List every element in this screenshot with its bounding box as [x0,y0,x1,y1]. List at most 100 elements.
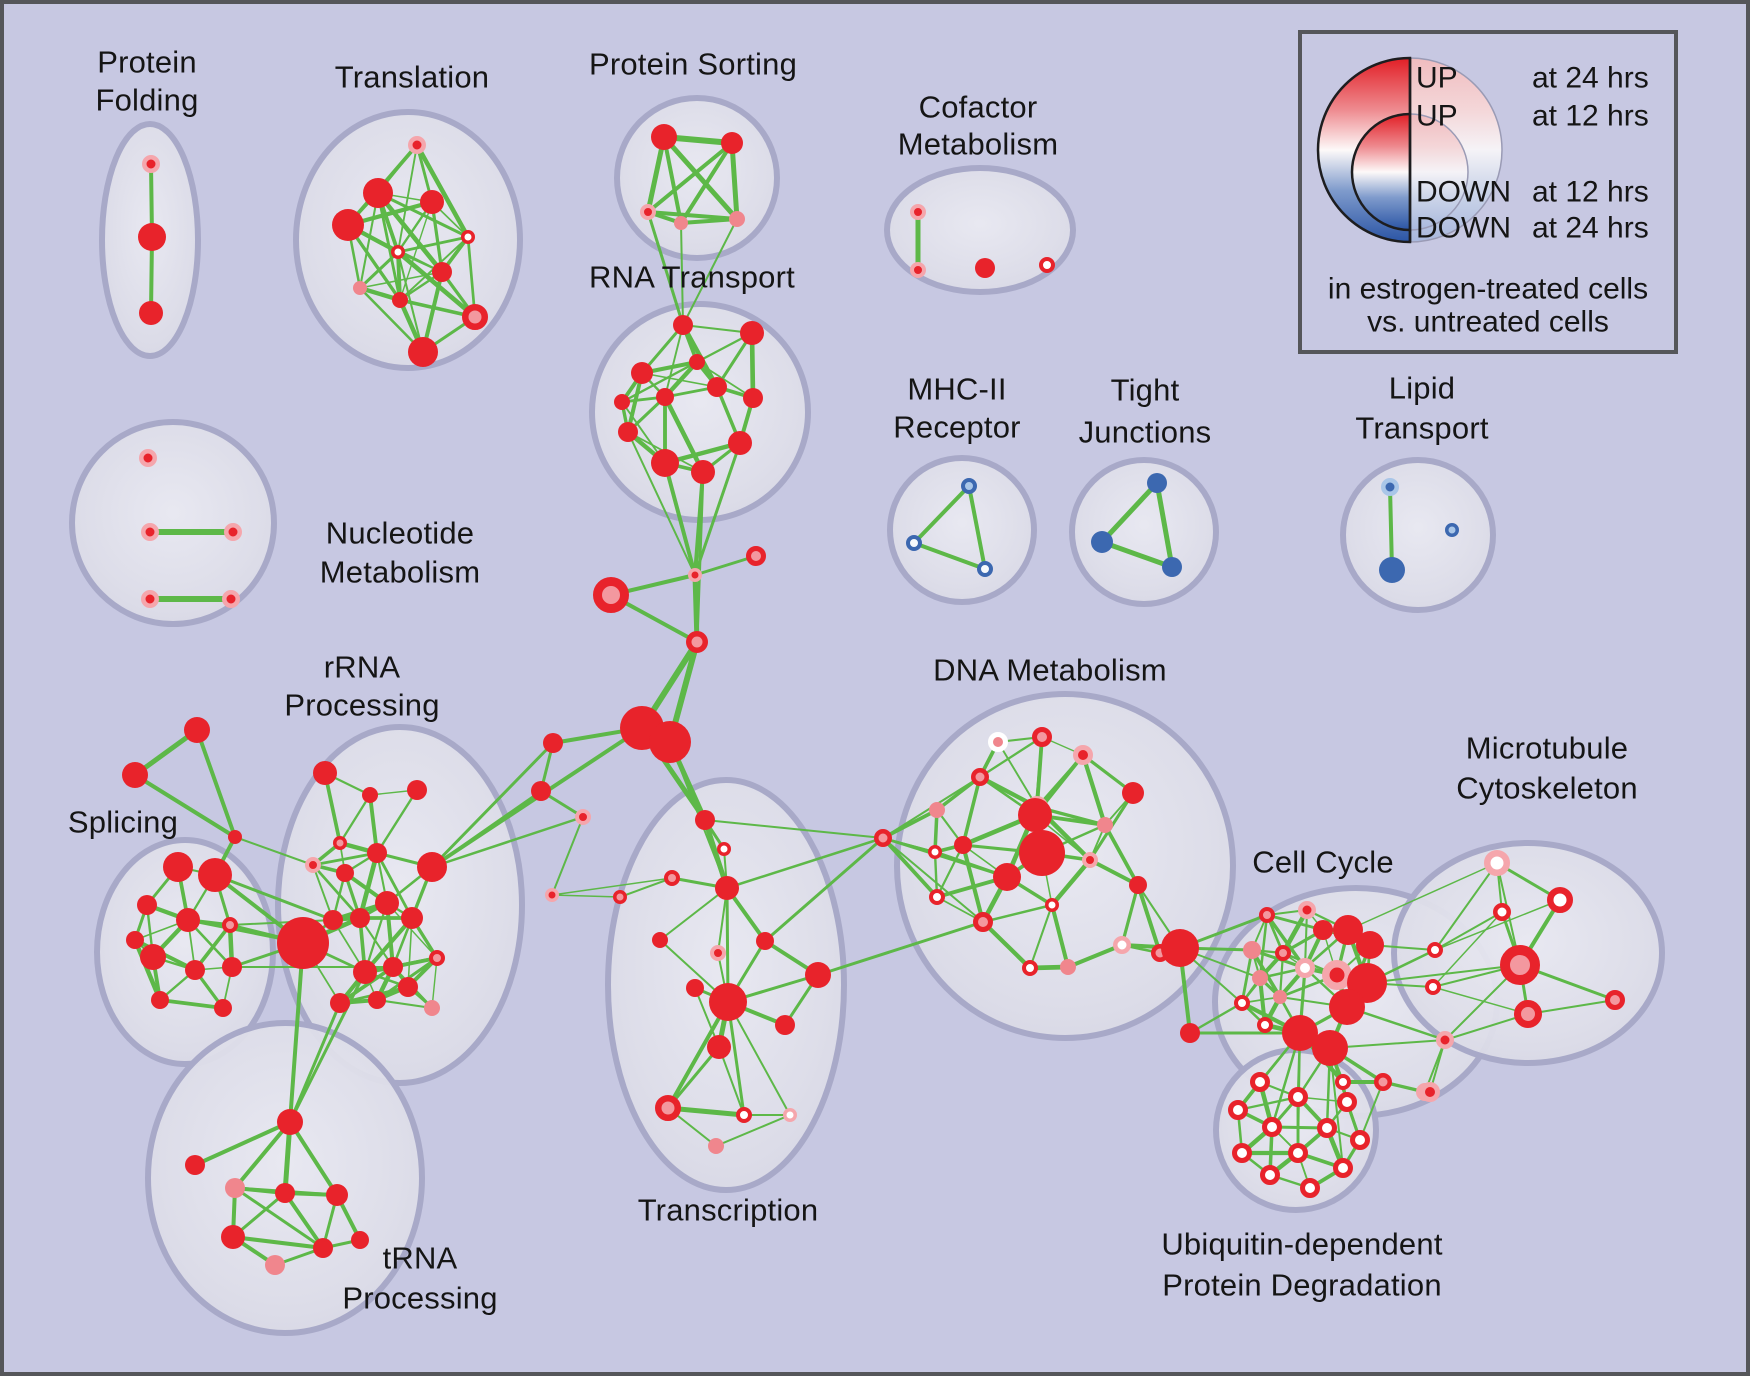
edge-translation [395,249,478,320]
cluster-ellipse-tight_junctions [1069,457,1219,607]
node-rrna-15 [353,960,377,984]
node-transcription-1 [717,842,731,856]
node-ubiquitin-7 [1232,1143,1252,1163]
edge-cell_cycle [1188,1001,1244,1035]
edge-transcription [718,1046,745,1116]
node-splicing-0 [163,852,193,882]
node-microtubule-4 [1605,990,1625,1010]
node-splicing-8 [151,991,169,1009]
node-splicing-9 [214,999,232,1017]
node-translation-1 [363,178,393,208]
node-lipid-2 [1445,523,1459,537]
edge-translation [396,235,470,254]
edge-triangle [195,728,237,839]
node-cell_cycle-10 [1252,970,1268,986]
node-translation-8 [392,292,408,308]
node-microtubule-7 [1425,979,1441,995]
node-ubiquitin-9 [1333,1158,1353,1178]
node-protein_folding-1 [138,223,166,251]
node-ubiquitin-4 [1262,1117,1282,1137]
node-dna-17 [1022,960,1038,976]
cluster-label-tight_junctions: Tight [1111,373,1180,408]
node-transcription-0 [695,810,715,830]
edge-hub [693,554,758,577]
edge-dna [1028,903,1054,970]
node-dna-6 [1122,782,1144,804]
node-splicing-7 [222,957,242,977]
edge-splicing [132,937,163,1003]
node-transcription-4 [756,932,774,950]
node-cell_cycle-17 [1180,1023,1200,1043]
edge-rrna [375,998,434,1010]
edge-trna [231,1235,325,1250]
node-protein_sorting-3 [674,216,688,230]
edge-rrna [375,788,419,855]
cluster-label-ubiquitin: Ubiquitin-dependent [1161,1227,1442,1262]
node-microtubule-5 [1514,1000,1542,1028]
node-cell_cycle-6 [1275,945,1291,961]
legend-inner-right-half [1409,113,1469,231]
node-splicing-2 [137,895,157,915]
node-trna-3 [275,1183,295,1203]
cluster-label-dna: DNA Metabolism [933,653,1167,688]
edge-link [627,431,696,576]
edge-rrna [375,851,414,920]
node-cell_cycle-14 [1329,989,1365,1025]
node-protein_folding-0 [142,155,160,173]
edge-link [646,210,685,327]
edge-trna [283,1191,325,1250]
edge-dna [980,919,1033,971]
legend-time-1: at 12 hrs [1532,100,1649,133]
cluster-label-protein_folding: Protein [97,45,197,80]
node-dna-7 [1018,798,1052,832]
edge-link [234,836,314,866]
edge-protein_sorting [662,135,683,225]
node-nucleotide-4 [222,590,240,608]
node-transcription-15 [652,932,668,948]
node-ubiquitin-11 [1300,1178,1320,1198]
cluster-label-ubiquitin: Protein Degradation [1162,1268,1442,1303]
cluster-ellipse-translation [293,109,523,371]
cluster-label-rrna: Processing [284,688,439,723]
edge-transcription [619,877,673,898]
node-cell_cycle-18 [1335,1074,1351,1090]
edge-trna [193,1120,292,1167]
node-cell_cycle-2 [1313,920,1333,940]
node-ubiquitin-1 [1288,1087,1308,1107]
node-cell_cycle-13 [1257,1017,1273,1033]
node-translation-2 [420,190,444,214]
cluster-label-lipid: Transport [1355,411,1488,446]
edge-link [663,461,697,577]
node-translation-3 [332,209,364,241]
edge-mhc [912,484,971,545]
edge-link [695,470,705,644]
edge-link [680,222,684,326]
cluster-label-microtubule: Cytoskeleton [1456,771,1638,806]
legend-direction-1: UP [1416,100,1458,133]
edge-link [693,441,742,577]
node-cell_cycle-7 [1295,958,1315,978]
edge-translation [414,142,471,240]
node-dna-22 [1161,929,1199,967]
node-transcription-5 [710,945,726,961]
node-trna-6 [313,1238,333,1258]
edge-link [430,815,585,869]
node-nucleotide-1 [141,523,159,541]
edge-transcription [666,1045,721,1110]
edge-dna [961,775,982,847]
node-transcription-10 [655,1095,681,1121]
node-rna_transport-1 [740,321,764,345]
node-trna-4 [326,1184,348,1206]
edge-link [1359,1081,1384,1141]
node-splicing-5 [140,944,166,970]
node-translation-0 [408,136,426,154]
node-rna_transport-11 [614,394,630,410]
edge-dna [1080,752,1108,828]
node-transcription-9 [707,1035,731,1059]
edge-protein_sorting [679,141,734,225]
node-transcription-7 [709,983,747,1021]
node-microtubule-1 [1547,887,1573,913]
edge-tight_junctions [1154,480,1175,570]
edge-rrna [311,863,362,920]
